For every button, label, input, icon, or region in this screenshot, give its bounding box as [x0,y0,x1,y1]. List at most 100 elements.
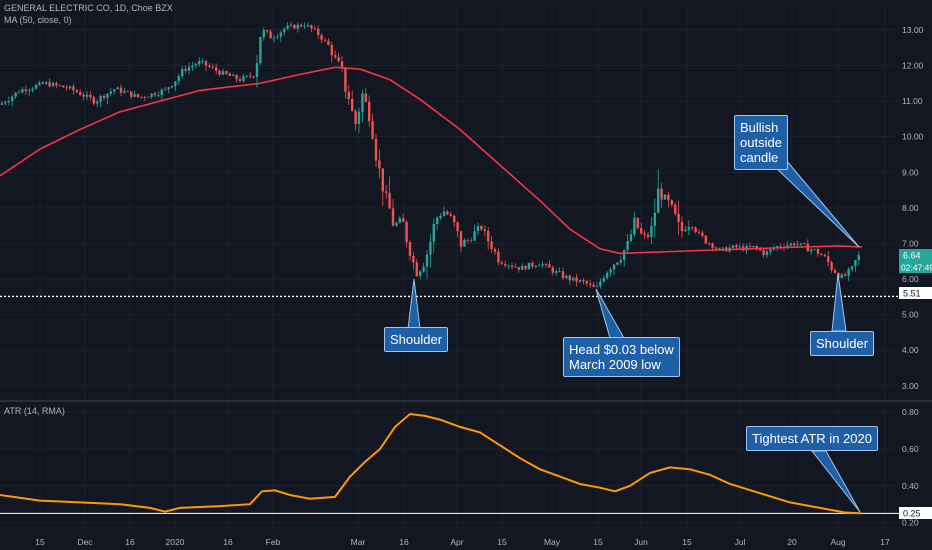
candle-body [238,79,242,81]
candle-body [405,221,408,243]
candle-body [191,65,194,68]
candle-body [833,270,837,273]
candle-body [45,82,48,84]
candle-body [198,60,201,65]
candle-body [286,25,289,29]
candle-body [391,208,395,226]
candle-body [623,250,626,261]
candle-body [810,249,813,252]
candle-body [708,243,711,245]
candle-body [731,245,735,248]
candle-body [748,246,752,248]
time-axis[interactable]: 15 Dec 16 2020 16 Feb Mar 16 Apr 15 May 15 Jun 15 Jul 2… [35,537,890,547]
candle-body [65,87,68,89]
ma-legend[interactable]: MA (50, close, 0) [4,15,72,25]
candle-body [259,37,262,64]
candle-body [354,111,357,124]
candle-body [289,24,293,26]
candle-body [269,31,272,39]
candle-body [357,111,361,124]
candle-body [667,194,670,201]
candle-body [330,44,333,56]
candle-body [616,262,619,265]
candle-body [82,95,85,97]
candle-body [660,188,663,200]
time-tick-label: 15 [682,537,692,547]
candle-body [228,73,231,76]
candle-body [266,30,269,32]
candle-body [170,86,174,88]
candle-body [786,245,789,248]
candle-body [371,121,374,139]
candle-body [456,222,459,232]
candle-body [575,277,578,282]
candle-body [558,271,561,272]
candle-body [850,266,854,270]
candle-body [806,243,809,252]
candle-body [374,138,378,161]
candle-body [143,97,146,98]
candle-body [235,75,238,80]
candle-body [211,66,214,68]
candle-body [844,274,847,276]
candle-body [320,35,323,40]
candle-body [534,266,537,267]
price-tick-label: 11.00 [902,96,923,106]
atr-level-text: 0.25 [903,509,921,519]
atr-legend[interactable]: ATR (14, RMA) [4,406,65,416]
candle-body [113,89,116,92]
candle-body [119,87,123,93]
candle-body [762,250,765,256]
candle-body [500,262,503,264]
candle-body [466,240,469,241]
price-tick-label: 8.00 [902,203,919,213]
candle-body [510,265,514,267]
symbol-legend[interactable]: GENERAL ELECTRIC CO, 1D, Choe BZX [4,3,173,13]
candle-body [463,240,466,247]
price-tick-label: 3.00 [902,381,919,391]
atr-axis[interactable]: 0.20 0.40 0.60 0.80 [902,407,919,527]
price-axis[interactable]: 3.00 4.00 5.00 6.00 7.00 8.00 9.00 10.00 11.00 12… [902,25,924,391]
candle-body [106,93,109,98]
candle-body [524,265,527,270]
candle-body [680,222,684,231]
time-tick-label: May [544,537,561,547]
candle-body [823,255,826,257]
candle-body [415,262,418,277]
candle-body [521,265,524,270]
candle-body [568,275,571,281]
candle-body [167,87,170,90]
candle-body [28,90,31,91]
candle-body [793,243,796,246]
candle-body [75,90,78,93]
candle-body [133,94,136,97]
candle-body [646,234,650,237]
candle-body [276,36,279,38]
head-label: Head $0.03 below March 2009 low [563,337,680,377]
candle-body [96,101,99,104]
candle-body [317,28,320,36]
candle-body [7,101,10,103]
candle-body [677,213,680,222]
bullish-candle-label: Bullish outside candle [734,115,788,170]
candle-body [11,96,14,102]
time-tick-label: 16 [399,537,409,547]
candle-body [147,97,150,98]
candle-body [436,217,439,224]
atr-tick-label: 0.20 [902,518,919,528]
candle-body [194,64,197,66]
candle-body [368,101,371,122]
time-tick-label: 15 [35,537,45,547]
candle-body [136,94,140,97]
candle-body [769,249,772,252]
candle-body [721,247,724,249]
candle-body [626,241,629,250]
time-tick-label: Mar [351,537,366,547]
candle-body [738,246,741,248]
atr-line [0,412,863,515]
price-tick-label: 7.00 [902,238,919,248]
candle-body [381,168,384,192]
candle-body [487,231,490,242]
candle-body [854,260,857,267]
